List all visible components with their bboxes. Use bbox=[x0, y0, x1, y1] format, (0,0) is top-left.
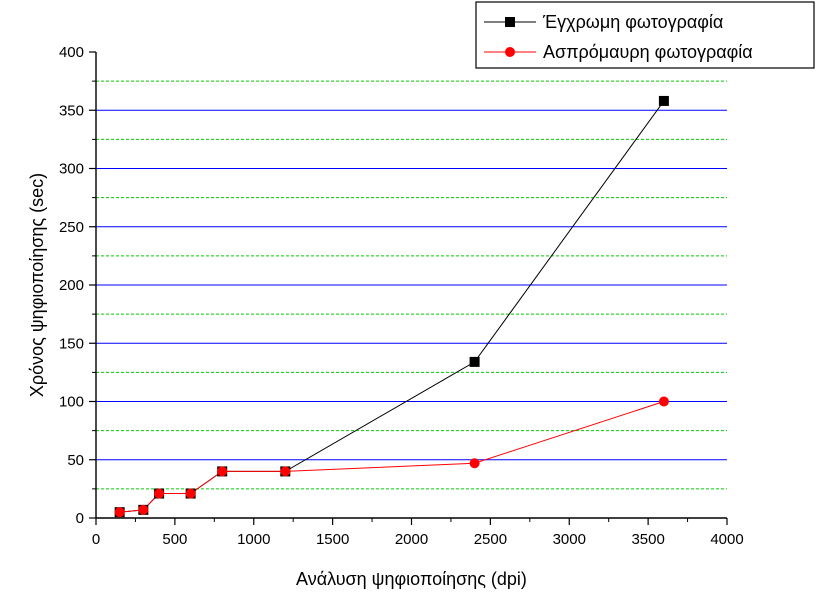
data-point-circle bbox=[154, 488, 165, 499]
x-tick-label: 1000 bbox=[237, 531, 270, 548]
legend-box bbox=[475, 1, 815, 69]
legend: Έγχρωμη φωτογραφία Ασπρόμαυρη φωτογραφία bbox=[475, 1, 815, 69]
series-layer bbox=[114, 95, 669, 518]
x-tick-label: 500 bbox=[162, 531, 187, 548]
legend-marker-color bbox=[505, 17, 515, 27]
x-tick-label: 3000 bbox=[553, 531, 586, 548]
x-tick-label: 2500 bbox=[474, 531, 507, 548]
y-tick-label: 400 bbox=[59, 44, 84, 61]
data-point-circle bbox=[114, 507, 125, 518]
legend-entry-bw: Ασπρόμαυρη φωτογραφία bbox=[543, 42, 753, 62]
x-tick-label: 1500 bbox=[316, 531, 349, 548]
x-tick-label: 0 bbox=[92, 531, 100, 548]
data-point-circle bbox=[185, 488, 196, 499]
grid bbox=[96, 80, 727, 490]
y-tick-label: 100 bbox=[59, 394, 84, 411]
y-tick-label: 50 bbox=[67, 452, 84, 469]
data-point-square bbox=[658, 95, 669, 106]
axes: 0 500 1000 1500 2000 2500 3000 3500 4000 0 50 100 15… bbox=[59, 44, 744, 548]
legend-entry-color: Έγχρωμη φωτογραφία bbox=[542, 12, 723, 32]
legend-marker-bw bbox=[505, 47, 515, 57]
data-point-circle bbox=[658, 396, 669, 407]
x-tick-label: 4000 bbox=[710, 531, 743, 548]
y-tick-label: 350 bbox=[59, 102, 84, 119]
y-tick-label: 300 bbox=[59, 161, 84, 178]
y-axis-title: Χρόνος ψηφιοποίησης (sec) bbox=[27, 173, 47, 397]
y-tick-label: 0 bbox=[76, 510, 84, 527]
series-line-0 bbox=[119, 100, 665, 513]
series-line-1 bbox=[119, 401, 665, 513]
y-tick-label: 150 bbox=[59, 335, 84, 352]
data-point-circle bbox=[138, 504, 149, 515]
data-point-circle bbox=[469, 458, 480, 469]
x-tick-label: 2000 bbox=[395, 531, 428, 548]
data-point-circle bbox=[217, 466, 228, 477]
x-axis-title: Ανάλυση ψηφιοποίησης (dpi) bbox=[296, 569, 527, 589]
y-tick-label: 200 bbox=[59, 277, 84, 294]
y-tick-label: 250 bbox=[59, 219, 84, 236]
data-point-circle bbox=[280, 466, 291, 477]
x-tick-label: 3500 bbox=[631, 531, 664, 548]
data-point-square bbox=[469, 356, 480, 367]
